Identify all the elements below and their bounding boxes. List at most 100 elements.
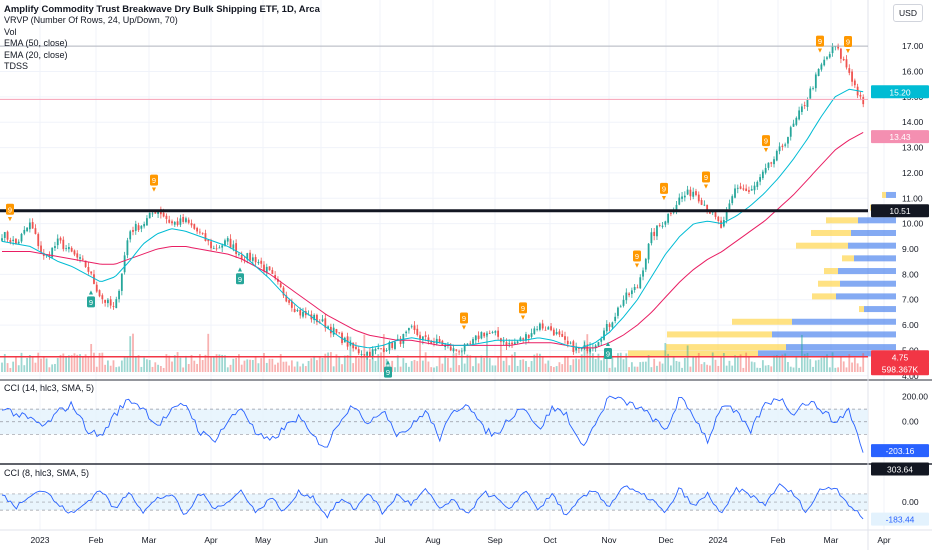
candle-body	[845, 59, 848, 68]
candle-body	[268, 266, 271, 271]
cci2-last-tag-bg	[871, 512, 929, 526]
candle-body	[435, 338, 438, 344]
legend-tdss[interactable]: TDSS	[4, 61, 29, 72]
time-axis[interactable]: 2023 Feb Mar Apr May Jun Jul Aug Sep Oct Nov Dec 202…	[31, 535, 891, 545]
candle-body	[647, 243, 650, 260]
volume-bar	[391, 360, 394, 372]
volume-bar	[572, 359, 575, 372]
volume-bar	[302, 363, 304, 372]
volume-bar	[667, 353, 670, 372]
legend-ema50[interactable]: EMA (50, close)	[4, 38, 68, 49]
candle-body	[494, 331, 497, 333]
candle-body	[764, 168, 767, 173]
td-buy-arrow: ▲	[88, 289, 95, 296]
volume-bar	[285, 361, 288, 372]
td-sell-label	[844, 35, 852, 47]
legend-vol[interactable]: Vol	[4, 26, 17, 37]
candle-body	[789, 127, 792, 137]
candle-body	[140, 225, 143, 229]
candle-body	[692, 191, 695, 197]
volume-bar	[789, 366, 792, 372]
td-buy-text: 9	[238, 275, 242, 284]
vrvp-up-bar	[812, 293, 836, 300]
candle-body	[201, 232, 204, 234]
horizontal-levels	[0, 45, 868, 358]
candle-body	[539, 323, 541, 330]
volume-bar	[683, 358, 686, 372]
candle-body	[62, 239, 65, 250]
volume-bar	[798, 367, 801, 372]
volume-bar	[265, 362, 268, 372]
legend-ema20[interactable]: EMA (20, close)	[4, 49, 68, 60]
price-tick: 13.00	[902, 143, 924, 153]
time-tick: Apr	[877, 535, 890, 545]
time-tick: Sep	[487, 535, 502, 545]
volume-bar	[711, 352, 714, 372]
candle-body	[148, 212, 151, 219]
volume-bar	[210, 356, 212, 372]
vrvp-up-bar	[859, 306, 864, 313]
volume-bar	[714, 359, 717, 372]
vrvp-down-bar	[848, 242, 896, 249]
volume-bar	[65, 356, 68, 372]
candle-body	[104, 299, 107, 303]
cci1-tick: 200.00	[902, 392, 928, 402]
volume-bar	[550, 366, 552, 372]
volume-bar	[146, 359, 148, 372]
volume-bar	[831, 352, 834, 372]
candle-body	[165, 215, 168, 219]
volume-bar	[731, 365, 734, 372]
candle-body	[251, 257, 254, 261]
candle-body	[820, 64, 823, 70]
candle-body	[853, 80, 856, 86]
candle-body	[550, 326, 552, 331]
volume-bar	[533, 354, 536, 372]
volume-bar	[207, 333, 210, 372]
price-axis[interactable]: 17.0016.0015.0014.0013.0012.0011.0010.00…	[902, 41, 928, 507]
td-sell-label	[633, 250, 641, 262]
volume-bar	[480, 355, 483, 372]
candle-body	[59, 237, 62, 241]
volume-bar	[748, 356, 750, 372]
vrvp-up-bar	[667, 331, 772, 338]
volume-bar	[341, 364, 343, 372]
volume-bar	[115, 367, 118, 372]
candle-body	[405, 331, 408, 334]
volume-bar	[368, 358, 371, 372]
volume-bar	[31, 355, 34, 372]
legend-vrvp[interactable]: VRVP (Number Of Rows, 24, Up/Down, 70)	[4, 15, 178, 26]
cci1-legend[interactable]: CCI (14, hlc3, SMA, 5)	[4, 383, 95, 393]
volume-bar	[95, 366, 98, 372]
volume-bar	[288, 365, 290, 372]
vrvp-down-bar	[886, 191, 896, 198]
volume-bar	[658, 361, 661, 372]
candle-body	[566, 340, 569, 345]
cci1-last-tag: -203.16	[886, 446, 915, 456]
candle-body	[477, 335, 480, 340]
currency-button[interactable]: USD	[893, 4, 923, 22]
volume-bar	[371, 357, 374, 372]
volume-bar	[148, 360, 151, 372]
volume-bar	[502, 360, 505, 372]
cci-line	[1, 395, 864, 453]
volume-bar	[695, 357, 697, 372]
volume-bar	[661, 363, 664, 372]
td-sell-text: 9	[462, 314, 466, 323]
ema-lines	[1, 88, 864, 349]
candle-body	[527, 334, 530, 339]
vrvp-up-bar	[826, 217, 858, 224]
volume-bar	[639, 362, 642, 372]
cci2-legend[interactable]: CCI (8, hlc3, SMA, 5)	[4, 468, 90, 478]
td-buy-text: 9	[89, 298, 93, 307]
candle-body	[17, 241, 20, 244]
candle-body	[424, 335, 427, 337]
candle-body	[611, 322, 614, 328]
volume-bar	[781, 354, 784, 372]
ema20-line	[1, 88, 864, 349]
cci2-tick: 0.00	[902, 497, 919, 507]
candle-body	[327, 326, 329, 329]
cci-pane-1	[0, 395, 868, 453]
volume-bar	[343, 355, 346, 372]
volume-bar	[725, 365, 728, 372]
